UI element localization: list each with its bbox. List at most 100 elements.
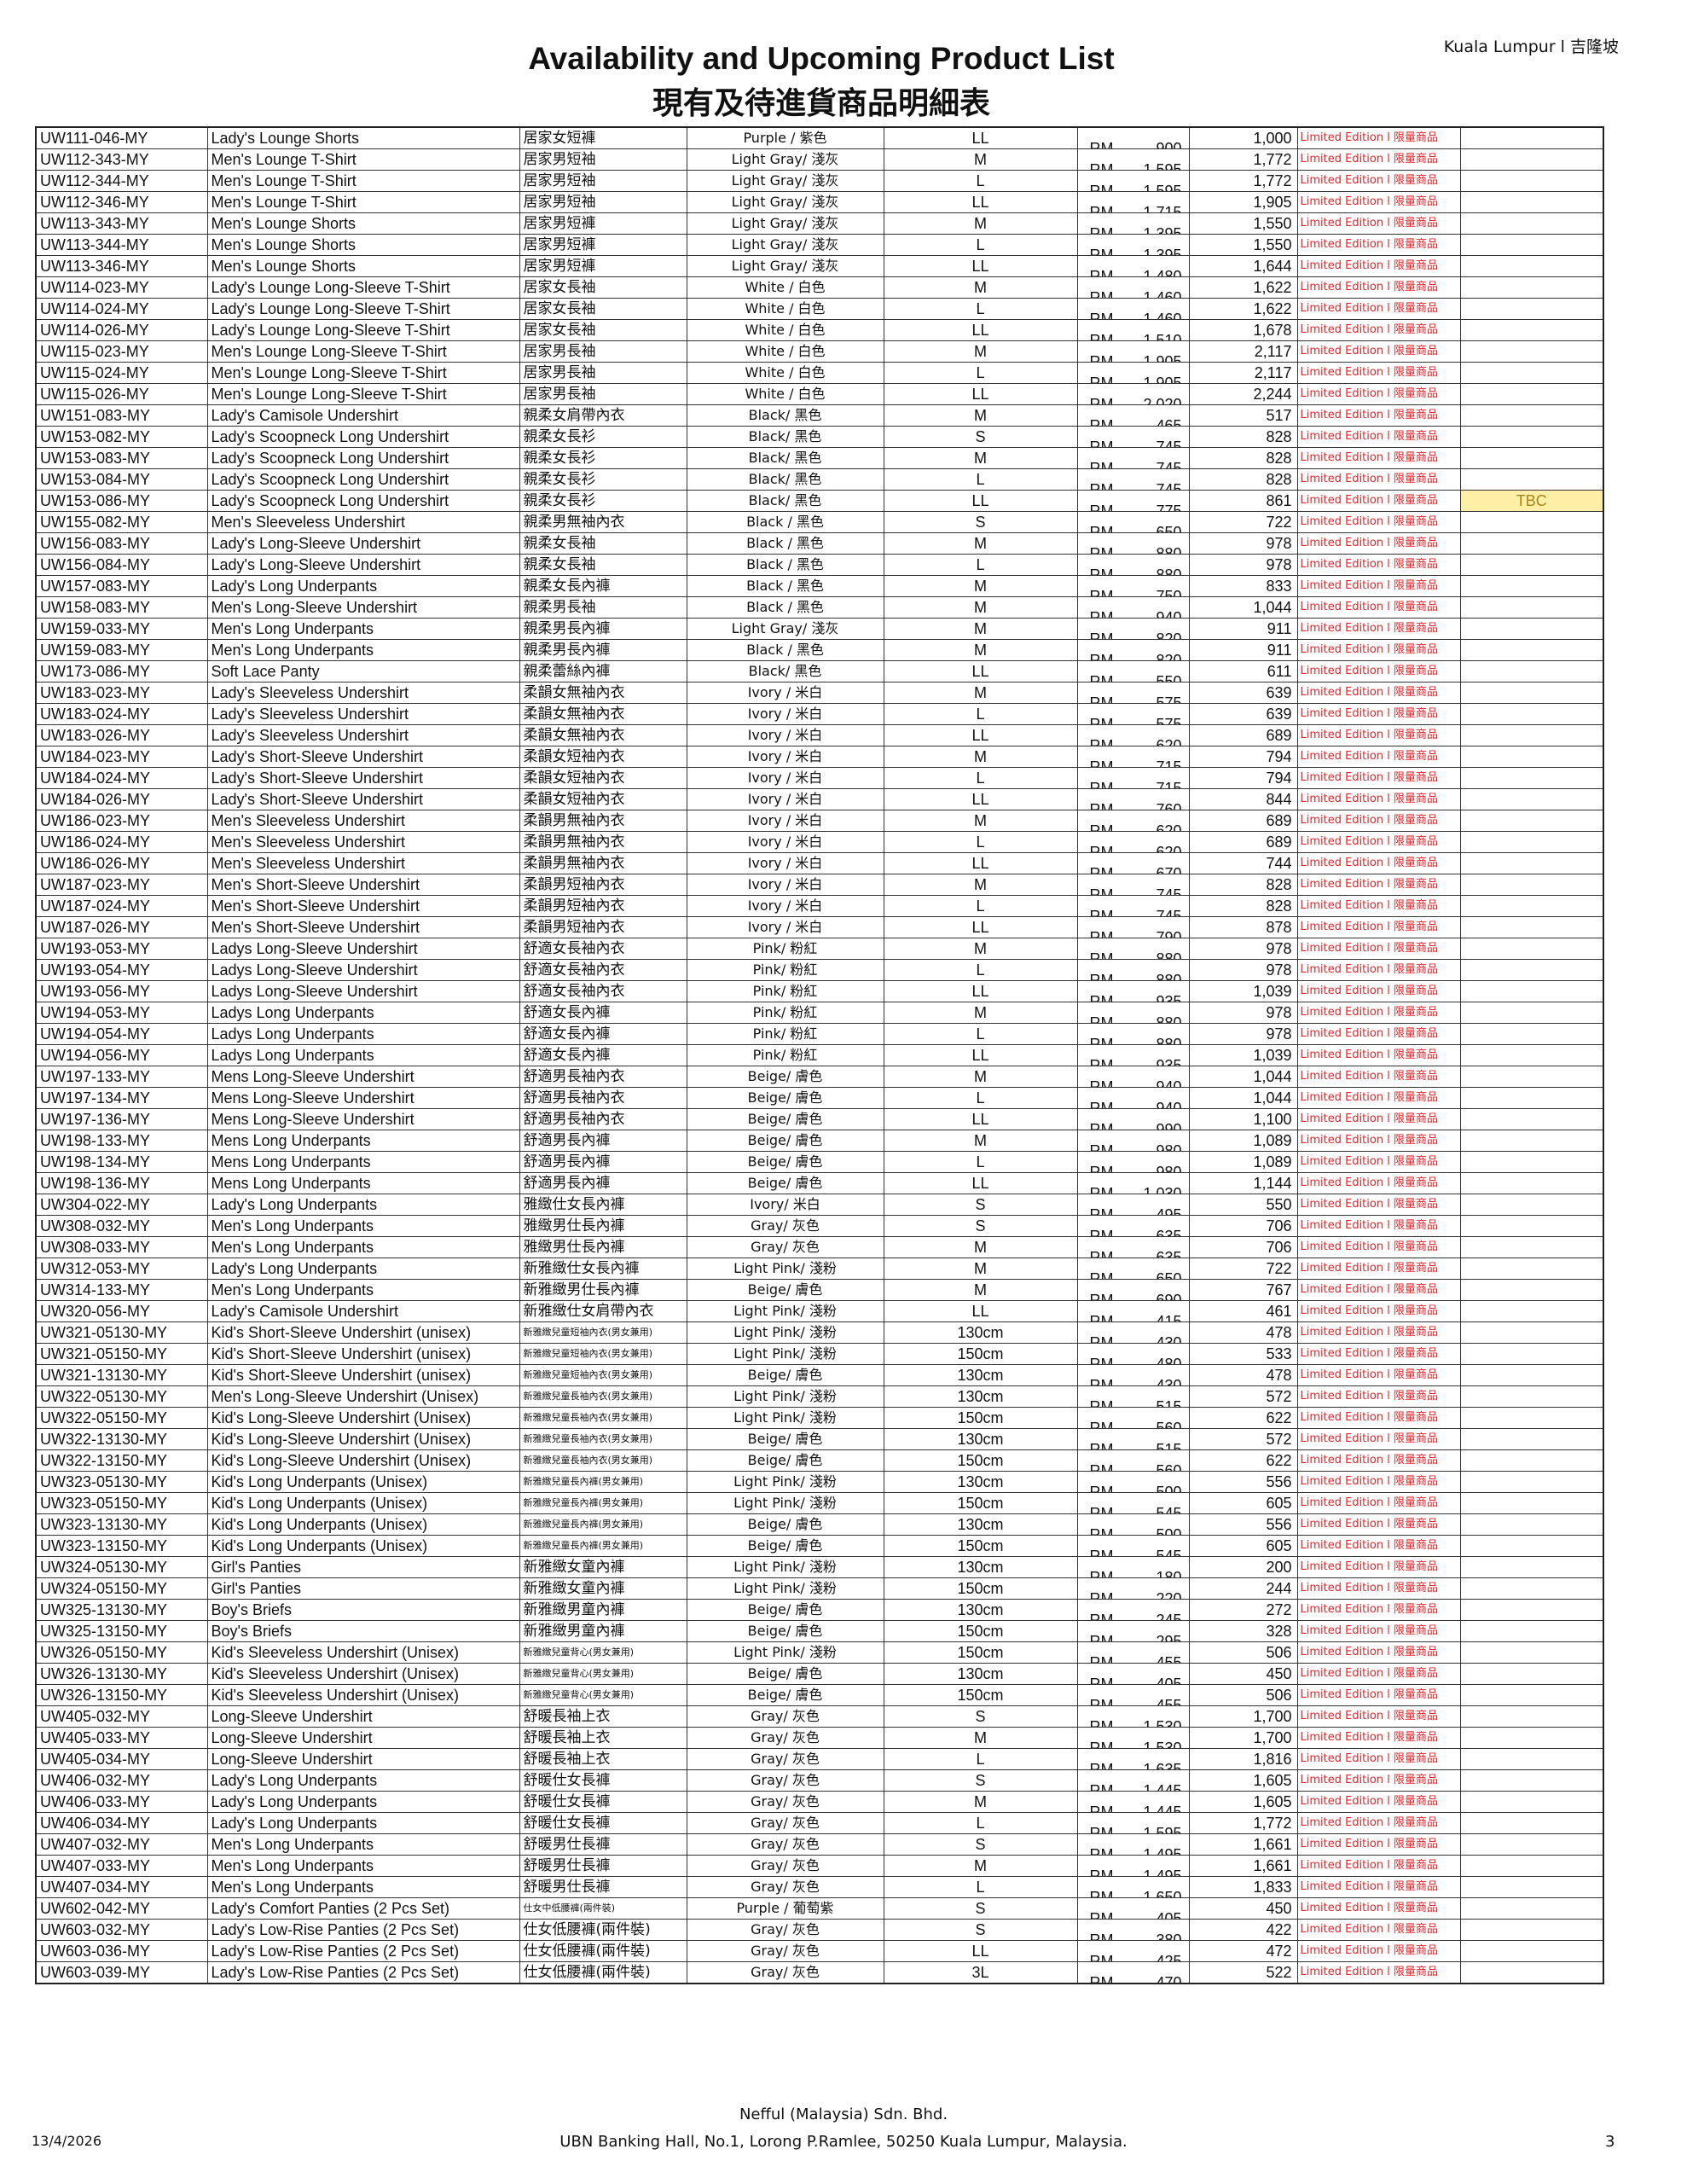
member-price: 611: [1188, 660, 1298, 682]
note: [1459, 1300, 1604, 1322]
note: [1459, 212, 1604, 235]
product-name-cn: 新雅緻兒童長袖內衣(男女兼用): [519, 1449, 687, 1472]
price-cell: RM 515: [1076, 1385, 1190, 1408]
product-code: UW322-05130-MY: [35, 1385, 208, 1408]
currency: RM: [1089, 737, 1114, 746]
price: 635: [1156, 1249, 1182, 1258]
color: Black / 黑色: [686, 554, 884, 576]
product-name: Lady's Scoopneck Long Undershirt: [206, 468, 520, 491]
note: [1459, 1897, 1604, 1920]
price-cell: RM 415: [1076, 1300, 1190, 1322]
color: White / 白色: [686, 319, 884, 341]
price-cell: RM 1,530: [1076, 1727, 1190, 1749]
edition-tag: Limited Edition l 限量商品: [1296, 959, 1461, 981]
color: Beige/ 膚色: [686, 1449, 884, 1472]
product-name: Men's Short-Sleeve Undershirt: [206, 916, 520, 938]
product-name: Lady's Lounge Long-Sleeve T-Shirt: [206, 276, 520, 299]
price: 1,495: [1143, 1846, 1182, 1856]
product-code: UW113-344-MY: [35, 234, 208, 256]
color: Black/ 黑色: [686, 468, 884, 491]
size: L: [883, 554, 1078, 576]
price: 935: [1156, 1057, 1182, 1066]
size: LL: [883, 490, 1078, 512]
member-price: 689: [1188, 724, 1298, 746]
product-name: Men's Lounge Shorts: [206, 212, 520, 235]
color: Black / 黑色: [686, 596, 884, 619]
edition-tag: Limited Edition l 限量商品: [1296, 1002, 1461, 1024]
table-row: UW197-136-MY Mens Long-Sleeve Undershirt 舒…: [35, 1108, 1604, 1130]
price-cell: RM 405: [1076, 1897, 1190, 1920]
note: [1459, 1151, 1604, 1173]
price: 1,595: [1143, 161, 1182, 171]
product-name-cn: 居家女長袖: [519, 319, 687, 341]
edition-tag: Limited Edition l 限量商品: [1296, 148, 1461, 171]
color: Black/ 黑色: [686, 490, 884, 512]
currency: RM: [1089, 1569, 1114, 1578]
product-name-cn: 舒適男長內褲: [519, 1130, 687, 1152]
size: M: [883, 682, 1078, 704]
note: [1459, 1855, 1604, 1877]
color: Light Gray/ 淺灰: [686, 618, 884, 640]
table-row: UW603-036-MY Lady's Low-Rise Panties (2 P…: [35, 1940, 1604, 1962]
note: [1459, 1599, 1604, 1621]
table-row: UW183-026-MY Lady's Sleeveless Undershirt…: [35, 724, 1604, 746]
price: 650: [1156, 524, 1182, 533]
product-name-cn: 新雅緻兒童長內褲(男女兼用): [519, 1513, 687, 1536]
member-price: 422: [1188, 1919, 1298, 1941]
price: 470: [1156, 1974, 1182, 1984]
edition-tag: Limited Edition l 限量商品: [1296, 1343, 1461, 1365]
color: Gray/ 灰色: [686, 1215, 884, 1237]
product-name: Mens Long Underpants: [206, 1172, 520, 1194]
product-code: UW321-05130-MY: [35, 1321, 208, 1344]
note: [1459, 447, 1604, 469]
member-price: 689: [1188, 831, 1298, 853]
price: 1,595: [1143, 1825, 1182, 1834]
note: [1459, 1684, 1604, 1706]
size: M: [883, 596, 1078, 619]
price-cell: RM 745: [1076, 426, 1190, 448]
currency: RM: [1089, 1804, 1114, 1813]
price: 940: [1156, 1078, 1182, 1088]
size: L: [883, 959, 1078, 981]
product-code: UW186-023-MY: [35, 810, 208, 832]
product-name: Men's Short-Sleeve Undershirt: [206, 895, 520, 917]
currency: RM: [1089, 225, 1114, 235]
table-row: UW184-024-MY Lady's Short-Sleeve Undershi…: [35, 767, 1604, 789]
member-price: 1,833: [1188, 1876, 1298, 1898]
price-cell: RM 1,905: [1076, 362, 1190, 384]
color: Light Gray/ 淺灰: [686, 234, 884, 256]
product-name-cn: 居家女短褲: [519, 126, 687, 149]
member-price: 794: [1188, 767, 1298, 789]
product-name: Lady's Long Underpants: [206, 575, 520, 597]
color: Beige/ 膚色: [686, 1428, 884, 1450]
size: M: [883, 1791, 1078, 1813]
member-price: 744: [1188, 852, 1298, 874]
member-price: 506: [1188, 1641, 1298, 1664]
member-price: 828: [1188, 447, 1298, 469]
price-cell: RM 620: [1076, 831, 1190, 853]
member-price: 1,550: [1188, 212, 1298, 235]
edition-tag: Limited Edition l 限量商品: [1296, 639, 1461, 661]
product-name: Men's Sleeveless Undershirt: [206, 831, 520, 853]
member-price: 478: [1188, 1364, 1298, 1386]
edition-tag: Limited Edition l 限量商品: [1296, 1108, 1461, 1130]
currency: RM: [1089, 865, 1114, 874]
currency: RM: [1089, 1206, 1114, 1216]
product-name: Lady's Scoopneck Long Undershirt: [206, 447, 520, 469]
product-name: Men's Long-Sleeve Undershirt (Unisex): [206, 1385, 520, 1408]
product-name: Lady's Low-Rise Panties (2 Pcs Set): [206, 1919, 520, 1941]
table-row: UW325-13130-MY Boy's Briefs 新雅緻男童內褲 Beige/ …: [35, 1599, 1604, 1621]
size: LL: [883, 852, 1078, 874]
product-name-cn: 舒適男長袖內衣: [519, 1066, 687, 1088]
product-code: UW326-13130-MY: [35, 1663, 208, 1685]
member-price: 1,000: [1188, 126, 1298, 149]
edition-tag: Limited Edition l 限量商品: [1296, 746, 1461, 768]
product-name: Men's Long Underpants: [206, 1236, 520, 1258]
product-name-cn: 舒暖長袖上衣: [519, 1748, 687, 1770]
table-row: UW323-05130-MY Kid's Long Underpants (Uni…: [35, 1471, 1604, 1493]
price-cell: RM 880: [1076, 1002, 1190, 1024]
price: 455: [1156, 1697, 1182, 1706]
product-name: Long-Sleeve Undershirt: [206, 1705, 520, 1728]
member-price: 1,661: [1188, 1833, 1298, 1856]
note: [1459, 1876, 1604, 1898]
